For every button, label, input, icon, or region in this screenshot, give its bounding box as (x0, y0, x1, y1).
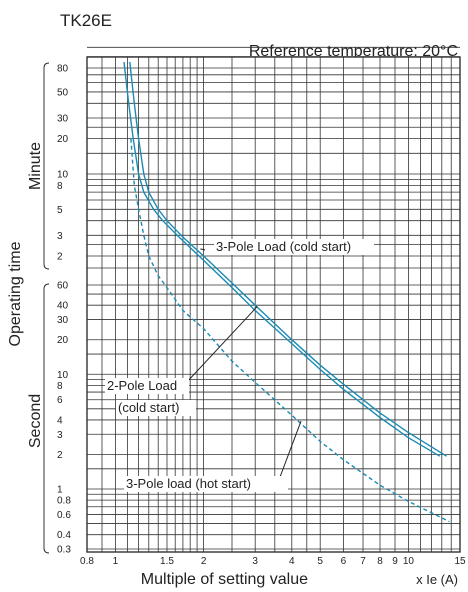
y-tick-label: 10 (57, 169, 69, 180)
annotation-3pole-cold: 3-Pole Load (cold start) (216, 239, 351, 254)
y-tick-label: 8 (57, 181, 63, 192)
annotation-2pole-cold: (cold start) (118, 400, 179, 415)
x-tick-label: 15 (454, 556, 466, 567)
x-tick-label: 7 (360, 556, 366, 567)
x-tick-labels: 0.8 1 1.5 2 3 4 5 6 7 8 9 10 15 (80, 556, 466, 567)
x-tick-label: 3 (252, 556, 258, 567)
y-tick-label: 0.4 (57, 530, 71, 541)
y-tick-label: 3 (57, 231, 63, 242)
trip-curves (123, 61, 450, 523)
x-tick-label: 1.5 (160, 556, 174, 567)
y-tick-label: 60 (57, 281, 69, 292)
x-tick-label: 4 (289, 556, 295, 567)
x-tick-label: 8 (377, 556, 383, 567)
y-tick-label: 0.8 (57, 496, 71, 507)
y-tick-label: 20 (57, 134, 69, 145)
y-tick-label: 6 (57, 395, 63, 406)
y-tick-label: 80 (57, 64, 69, 75)
y-tick-label: 0.3 (57, 545, 71, 556)
annotation-3pole-hot: 3-Pole load (hot start) (126, 476, 251, 491)
y-tick-labels: 8050302010853260403020108643210.80.60.40… (57, 64, 71, 556)
y-tick-label: 30 (57, 113, 69, 124)
chart-model-title: TK26E (60, 11, 112, 30)
curve-series-2 (130, 138, 450, 523)
y-tick-label: 40 (57, 301, 69, 312)
x-tick-label: 1 (113, 556, 119, 567)
leader-3pole-cold (200, 248, 206, 251)
y-tick-label: 4 (57, 415, 63, 426)
y-tick-label: 50 (57, 87, 69, 98)
annotation-2pole-label: 2-Pole Load (107, 378, 177, 393)
x-tick-label: 2 (201, 556, 207, 567)
curve-series-0 (129, 61, 447, 457)
curve-series-1 (123, 61, 441, 457)
x-tick-label: 10 (403, 556, 415, 567)
y-tick-label: 2 (57, 252, 63, 263)
y-axis-title: Operating time (7, 241, 24, 346)
y-tick-label: 10 (57, 370, 69, 381)
annotation-leaders (185, 248, 302, 478)
leader-3pole-hot (279, 421, 302, 478)
x-tick-label: 9 (392, 556, 398, 567)
y-tick-label: 8 (57, 381, 63, 392)
leader-2pole-cold (185, 306, 258, 384)
annotation-3pole-hot-bg (124, 476, 288, 492)
y-tick-label: 30 (57, 315, 69, 326)
annotation-3pole-cold-bg (214, 239, 374, 255)
y-tick-label: 2 (57, 450, 63, 461)
x-axis-title: Multiple of setting value (141, 571, 308, 588)
y-tick-label: 20 (57, 335, 69, 346)
annotation-2pole-cold-bg (116, 400, 196, 416)
second-bracket (43, 283, 50, 554)
x-tick-label: 0.8 (80, 556, 94, 567)
y-tick-label: 5 (57, 205, 63, 216)
y-group-label-minute: Minute (27, 142, 44, 190)
y-tick-label: 3 (57, 430, 63, 441)
vertical-gridlines (101, 57, 452, 552)
x-tick-label: 5 (317, 556, 323, 567)
annotation-2pole-label-bg (105, 378, 189, 394)
curve-annotations: 3-Pole Load (cold start) 2-Pole Load (cold… (105, 239, 374, 492)
y-tick-label: 0.6 (57, 510, 71, 521)
x-axis-unit: x Ie (A) (416, 572, 458, 587)
horizontal-gridlines (87, 46, 460, 550)
minute-bracket (43, 62, 50, 270)
x-tick-label: 6 (341, 556, 347, 567)
y-group-label-second: Second (27, 394, 44, 448)
y-tick-label: 1 (57, 485, 63, 496)
